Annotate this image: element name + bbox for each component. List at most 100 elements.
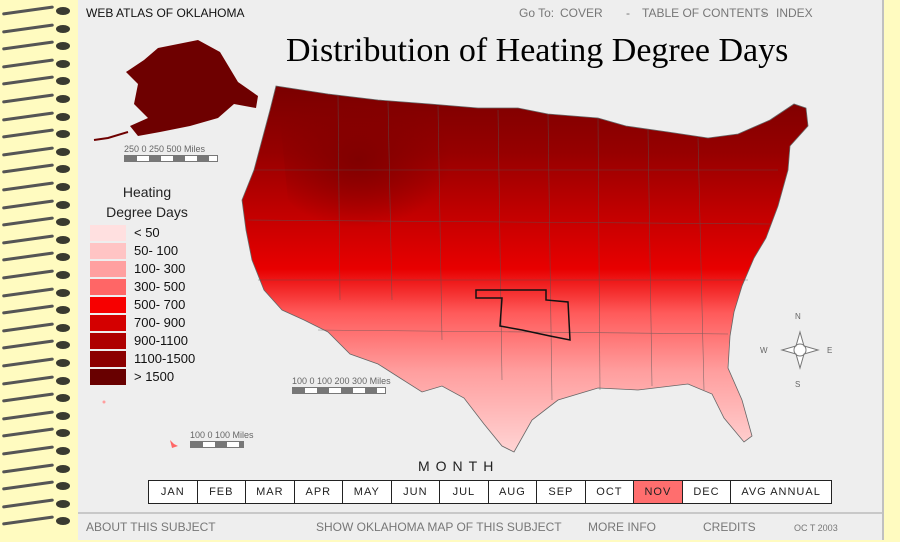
compass-north-label: N (795, 312, 801, 321)
legend-title-line1: Heating (122, 184, 172, 200)
alaska-scale-label: 250 0 250 500 Miles (124, 144, 206, 154)
month-button-dec[interactable]: DEC (683, 481, 732, 503)
month-button-sep[interactable]: SEP (537, 481, 586, 503)
legend-label: 700- 900 (134, 315, 186, 330)
alaska-region (126, 40, 258, 136)
legend-label: 1100-1500 (134, 351, 196, 366)
month-button-oct[interactable]: OCT (586, 481, 635, 503)
binding-ring (2, 251, 74, 262)
binding-ring (2, 58, 74, 69)
binding-ring (2, 234, 74, 245)
binding-ring (2, 427, 74, 438)
alaska-scale-bar: 250 0 250 500 Miles (124, 144, 218, 162)
legend-label: 900-1100 (134, 333, 188, 348)
hawaii-small-island (102, 400, 106, 404)
legend-title-line2: Degree Days (106, 204, 188, 220)
legend-label: > 1500 (134, 369, 175, 384)
binding-ring (2, 515, 74, 526)
binding-ring (2, 128, 74, 139)
aleutian-islands (93, 131, 129, 141)
binding-ring (2, 75, 74, 86)
hawaii-scale-bar: 100 0 100 Miles (190, 430, 254, 448)
legend-swatch (90, 243, 126, 259)
more-info-link[interactable]: MORE INFO (588, 520, 656, 534)
binding-ring (2, 286, 74, 298)
binding-ring (2, 110, 74, 122)
page-edge (882, 0, 900, 540)
binding-ring (2, 304, 74, 315)
month-label: MONTH (418, 458, 500, 474)
month-button-feb[interactable]: FEB (198, 481, 247, 503)
scale-bar-graphic (190, 441, 244, 448)
legend-swatch (90, 351, 126, 367)
atlas-page: WEB ATLAS OF OKLAHOMA Go To: COVER - TAB… (78, 0, 882, 540)
about-subject-link[interactable]: ABOUT THIS SUBJECT (86, 520, 216, 534)
legend-swatch (90, 315, 126, 331)
month-button-mar[interactable]: MAR (246, 481, 295, 503)
month-button-jun[interactable]: JUN (392, 481, 441, 503)
binding-ring (2, 445, 74, 456)
binding-ring (2, 269, 74, 280)
month-button-apr[interactable]: APR (295, 481, 344, 503)
footer-bar: ABOUT THIS SUBJECT SHOW OKLAHOMA MAP OF … (78, 512, 882, 542)
legend-swatch (90, 279, 126, 295)
show-oklahoma-map-link[interactable]: SHOW OKLAHOMA MAP OF THIS SUBJECT (316, 520, 562, 534)
month-button-may[interactable]: MAY (343, 481, 392, 503)
binding-ring (2, 163, 74, 174)
state-boundaries (247, 95, 778, 401)
month-button-avg-annual[interactable]: AVG ANNUAL (741, 486, 821, 498)
hawaii-scale-label: 100 0 100 Miles (190, 430, 254, 440)
scale-bar-graphic (124, 155, 218, 162)
compass-south-label: S (795, 380, 801, 389)
nav-cover-link[interactable]: COVER (560, 6, 603, 20)
binding-ring (2, 498, 74, 509)
binding-ring (2, 357, 74, 368)
legend-swatch (90, 333, 126, 349)
map-title: Distribution of Heating Degree Days (286, 32, 789, 69)
compass-rose (780, 330, 820, 370)
compass-west-label: W (760, 346, 768, 355)
nav-index-link[interactable]: INDEX (776, 6, 813, 20)
binding-ring (2, 22, 74, 34)
binding-ring (2, 216, 74, 227)
binding-ring (2, 392, 74, 403)
credits-link[interactable]: CREDITS (703, 520, 756, 534)
month-button-jan[interactable]: JAN (149, 481, 198, 503)
legend-swatch (90, 261, 126, 277)
goto-label: Go To: (519, 6, 555, 20)
legend-label: < 50 (134, 225, 160, 240)
binding-ring (2, 40, 74, 51)
binding-ring (2, 198, 74, 210)
legend-swatch (90, 369, 126, 385)
nav-separator: - (762, 6, 766, 20)
oklahoma-outline (475, 289, 571, 341)
conus-scale-label: 100 0 100 200 300 Miles (292, 376, 391, 386)
legend-label: 100- 300 (134, 261, 186, 276)
binding-ring (2, 5, 74, 16)
edition-date: OC T 2003 (794, 523, 838, 533)
scale-bar-graphic (292, 387, 386, 394)
heating-degree-days-map (93, 40, 820, 453)
binding-ring (2, 93, 74, 104)
legend-label: 300- 500 (134, 279, 186, 294)
month-button-jul[interactable]: JUL (440, 481, 489, 503)
binding-ring (2, 146, 74, 157)
nav-toc-link[interactable]: TABLE OF CONTENTS (642, 6, 769, 20)
conus-scale-bar: 100 0 100 200 300 Miles (292, 376, 391, 394)
binding-ring (2, 480, 74, 491)
binding-ring (2, 339, 74, 350)
nav-separator: - (626, 6, 630, 20)
cold-west-overlay (278, 100, 508, 270)
month-button-nov[interactable]: NOV (634, 481, 683, 503)
legend-label: 500- 700 (134, 297, 186, 312)
binding-ring (2, 462, 74, 474)
atlas-brand: WEB ATLAS OF OKLAHOMA (86, 6, 245, 20)
month-selector: JAN FEB MAR APR MAY JUN JUL AUG SEP OCT NOV DEC AVG … (148, 480, 832, 504)
spiral-binding (0, 0, 78, 540)
hawaii-islands (170, 440, 178, 448)
binding-ring (2, 322, 74, 333)
legend-swatch (90, 225, 126, 241)
binding-ring (2, 374, 74, 386)
month-button-aug[interactable]: AUG (489, 481, 538, 503)
legend-title: Heating Degree Days (92, 182, 202, 222)
